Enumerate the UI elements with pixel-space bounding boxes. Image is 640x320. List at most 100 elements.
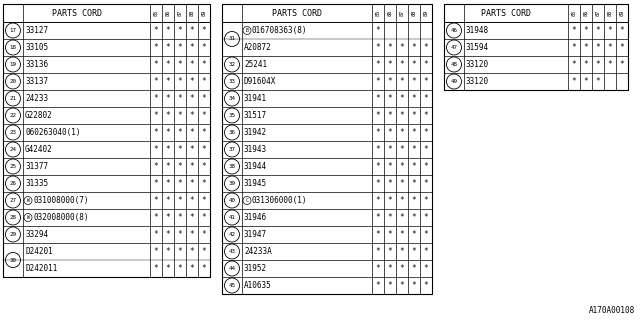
Text: 31377: 31377 [25, 162, 48, 171]
Text: *: * [376, 264, 380, 273]
Text: *: * [189, 26, 195, 35]
Text: 33: 33 [228, 79, 236, 84]
Text: *: * [189, 43, 195, 52]
Text: *: * [412, 77, 416, 86]
Text: PARTS CORD: PARTS CORD [51, 9, 102, 18]
Text: *: * [376, 111, 380, 120]
Text: 88: 88 [412, 10, 417, 16]
Text: 89: 89 [620, 10, 625, 16]
Text: *: * [424, 128, 428, 137]
Text: *: * [400, 145, 404, 154]
Text: 19: 19 [10, 62, 17, 67]
Text: *: * [400, 196, 404, 205]
Text: B: B [246, 28, 248, 33]
Text: G22802: G22802 [25, 111, 52, 120]
Text: D24201: D24201 [25, 247, 52, 256]
Text: *: * [400, 179, 404, 188]
Text: *: * [388, 43, 392, 52]
Text: 31945: 31945 [244, 179, 267, 188]
Text: *: * [166, 26, 170, 35]
Bar [444, 4, 628, 90]
Text: *: * [412, 281, 416, 290]
Text: *: * [154, 230, 158, 239]
Text: *: * [178, 26, 182, 35]
Text: *: * [596, 43, 600, 52]
Text: 17: 17 [10, 28, 17, 33]
Text: *: * [376, 179, 380, 188]
Text: *: * [424, 247, 428, 256]
Text: 89: 89 [202, 10, 207, 16]
Text: 34: 34 [228, 96, 236, 101]
Text: *: * [178, 128, 182, 137]
Text: *: * [154, 60, 158, 69]
Text: *: * [178, 94, 182, 103]
Text: *: * [202, 264, 206, 273]
Text: 30: 30 [10, 258, 17, 262]
Text: 31941: 31941 [244, 94, 267, 103]
Text: 24233: 24233 [25, 94, 48, 103]
Text: *: * [189, 94, 195, 103]
Text: 31: 31 [228, 36, 236, 42]
Text: *: * [412, 247, 416, 256]
Text: *: * [596, 77, 600, 86]
Text: 31517: 31517 [244, 111, 267, 120]
Text: 32: 32 [228, 62, 236, 67]
Text: *: * [388, 77, 392, 86]
Text: 031008000(7): 031008000(7) [33, 196, 88, 205]
Text: 24233A: 24233A [244, 247, 272, 256]
Text: 42: 42 [228, 232, 236, 237]
Text: *: * [154, 43, 158, 52]
Text: *: * [202, 128, 206, 137]
Text: *: * [572, 43, 576, 52]
Text: *: * [154, 196, 158, 205]
Text: 31947: 31947 [244, 230, 267, 239]
Text: *: * [166, 247, 170, 256]
Text: *: * [388, 281, 392, 290]
Text: *: * [584, 77, 588, 86]
Text: *: * [400, 230, 404, 239]
Text: *: * [166, 128, 170, 137]
Text: *: * [400, 213, 404, 222]
Text: *: * [166, 179, 170, 188]
Text: *: * [202, 162, 206, 171]
Text: *: * [388, 247, 392, 256]
Text: 33120: 33120 [466, 60, 489, 69]
Text: *: * [376, 94, 380, 103]
Text: *: * [412, 196, 416, 205]
Text: *: * [400, 162, 404, 171]
Text: *: * [424, 43, 428, 52]
Text: 86: 86 [584, 10, 589, 16]
Text: 20: 20 [10, 79, 17, 84]
Text: *: * [166, 196, 170, 205]
Text: *: * [189, 77, 195, 86]
Text: *: * [388, 230, 392, 239]
Text: *: * [412, 111, 416, 120]
Text: *: * [178, 77, 182, 86]
Text: 33120: 33120 [466, 77, 489, 86]
Text: 31594: 31594 [466, 43, 489, 52]
Text: 85: 85 [376, 10, 381, 16]
Text: *: * [154, 264, 158, 273]
Text: *: * [178, 196, 182, 205]
Text: 44: 44 [228, 266, 236, 271]
Text: *: * [154, 26, 158, 35]
Text: 85: 85 [572, 10, 577, 16]
Text: *: * [596, 60, 600, 69]
Text: *: * [166, 60, 170, 69]
Text: 87: 87 [399, 10, 404, 16]
Text: *: * [400, 43, 404, 52]
Text: *: * [178, 213, 182, 222]
Text: 31944: 31944 [244, 162, 267, 171]
Text: *: * [189, 111, 195, 120]
Text: *: * [412, 128, 416, 137]
Text: *: * [189, 230, 195, 239]
Text: *: * [412, 264, 416, 273]
Text: 88: 88 [607, 10, 612, 16]
Text: 060263040(1): 060263040(1) [25, 128, 81, 137]
Text: *: * [154, 94, 158, 103]
Text: 31952: 31952 [244, 264, 267, 273]
Bar [3, 4, 210, 277]
Text: 27: 27 [10, 198, 17, 203]
Text: 33137: 33137 [25, 77, 48, 86]
Text: *: * [388, 145, 392, 154]
